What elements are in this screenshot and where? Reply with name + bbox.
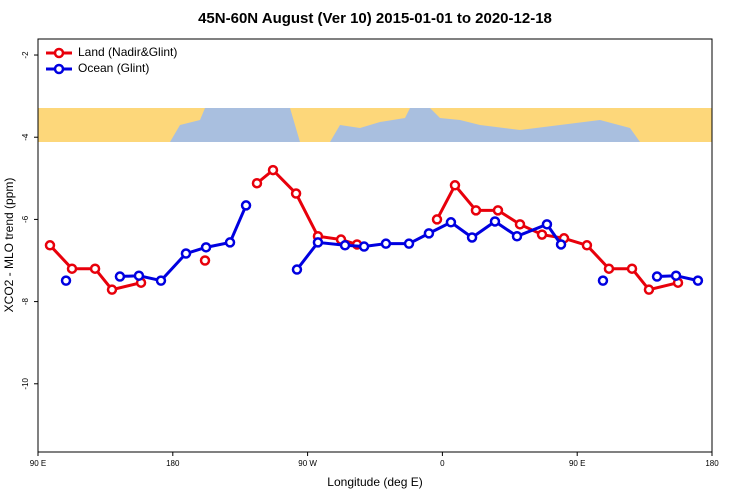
x-tick-label: 180 [705, 459, 719, 468]
x-tick-label: 0 [440, 459, 445, 468]
data-point [339, 240, 351, 251]
map-strip [38, 108, 712, 142]
data-point [431, 214, 443, 225]
data-point [358, 241, 370, 252]
data-point [106, 284, 118, 295]
y-tick-label: -8 [21, 297, 30, 305]
data-point [449, 180, 461, 191]
data-point [290, 188, 302, 199]
series-line [256, 168, 358, 246]
data-point [536, 229, 548, 240]
data-point [643, 284, 655, 295]
data-point [445, 217, 457, 228]
x-tick-label: 180 [166, 459, 180, 468]
data-point [155, 275, 167, 286]
plot-frame [37, 38, 713, 453]
data-point [692, 275, 704, 286]
data-point [555, 239, 567, 250]
y-tick-label: -10 [21, 377, 30, 389]
data-point [651, 271, 663, 282]
y-tick-label: -4 [21, 133, 30, 141]
data-point [380, 238, 392, 249]
data-point [291, 264, 303, 275]
data-point [541, 219, 553, 230]
data-point [489, 216, 501, 227]
data-point [180, 248, 192, 259]
data-point [240, 200, 252, 211]
data-point [251, 177, 263, 189]
y-axis-label: XCO2 - MLO trend (ppm) [2, 178, 16, 313]
y-tick-label: -2 [21, 51, 30, 59]
legend-label: Land (Nadir&Glint) [78, 45, 177, 59]
chart-title: 45N-60N August (Ver 10) 2015-01-01 to 20… [198, 10, 552, 27]
data-point [89, 263, 101, 274]
data-point [133, 270, 145, 281]
data-point [626, 263, 638, 274]
x-tick-label: 90 E [569, 459, 585, 468]
data-point [514, 219, 526, 230]
data-point [267, 164, 279, 176]
legend-label: Ocean (Glint) [78, 61, 149, 75]
data-point [60, 275, 72, 286]
data-point [199, 255, 211, 266]
data-point [403, 238, 415, 249]
data-point [603, 263, 615, 274]
legend-marker [53, 47, 65, 59]
data-point [470, 205, 482, 216]
x-tick-label: 90 E [30, 459, 46, 468]
data-point [670, 270, 682, 281]
data-point [66, 263, 78, 274]
data-point [581, 240, 593, 251]
data-point [423, 228, 435, 239]
y-tick-label: -6 [21, 215, 30, 223]
x-tick-label: 90 W [298, 459, 317, 468]
data-point [200, 242, 212, 253]
data-point [114, 271, 126, 282]
data-point [312, 237, 324, 248]
legend-marker [53, 63, 65, 75]
data-point [511, 231, 523, 242]
data-point [466, 232, 478, 243]
data-point [44, 240, 56, 251]
data-point [492, 205, 504, 216]
data-point [224, 237, 236, 248]
data-point [597, 275, 609, 286]
x-axis-label: Longitude (deg E) [327, 475, 422, 489]
